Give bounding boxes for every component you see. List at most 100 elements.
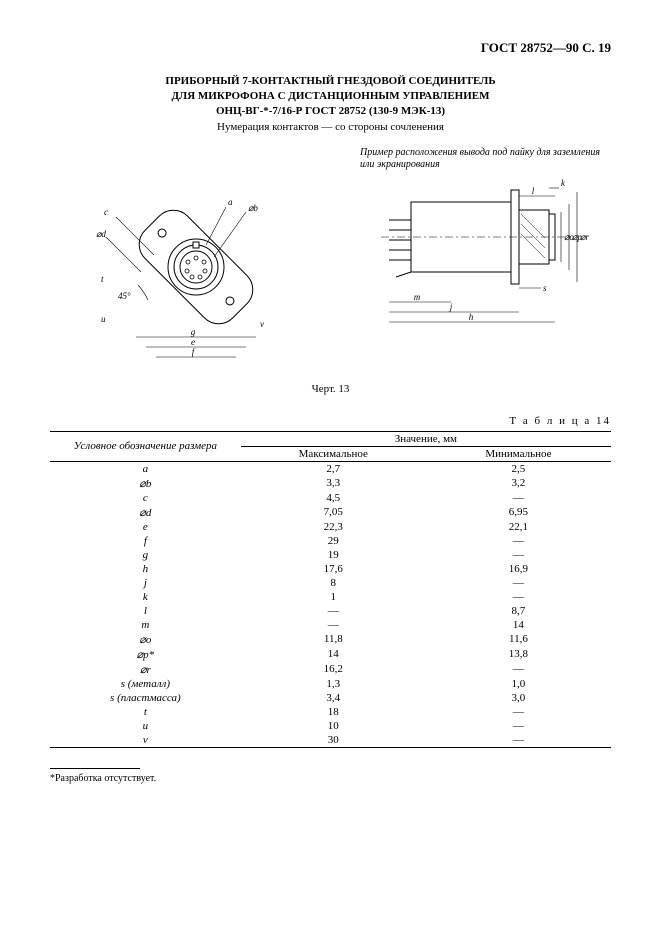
table-row: ⌀o11,811,6: [50, 632, 611, 647]
cell-min: —: [426, 590, 611, 604]
table-row: u10—: [50, 719, 611, 733]
svg-text:e: e: [191, 337, 195, 347]
svg-text:c: c: [104, 207, 108, 217]
cell-symbol: t: [50, 705, 241, 719]
cell-min: 2,5: [426, 461, 611, 476]
table-row: t18—: [50, 705, 611, 719]
svg-text:f: f: [191, 347, 195, 357]
heading: ПРИБОРНЫЙ 7-КОНТАКТНЫЙ ГНЕЗДОВОЙ СОЕДИНИ…: [50, 74, 611, 119]
cell-max: 10: [241, 719, 426, 733]
cell-symbol: v: [50, 733, 241, 748]
cell-min: —: [426, 491, 611, 505]
cell-max: 3,3: [241, 476, 426, 491]
dimensions-table: Условное обозначение размера Значение, м…: [50, 431, 611, 748]
cell-max: —: [241, 618, 426, 632]
cell-max: 17,6: [241, 562, 426, 576]
svg-text:g: g: [190, 327, 195, 337]
footnote-rule: [50, 768, 140, 769]
svg-text:k: k: [561, 178, 566, 188]
cell-max: 1,3: [241, 677, 426, 691]
table-row: ⌀b3,33,2: [50, 476, 611, 491]
technical-drawing: c ⌀d a ⌀b 45° g e f t u v: [71, 147, 591, 372]
svg-text:l: l: [531, 186, 534, 196]
cell-min: 6,95: [426, 505, 611, 520]
svg-text:j: j: [448, 302, 452, 312]
table-row: e22,322,1: [50, 520, 611, 534]
cell-min: 1,0: [426, 677, 611, 691]
cell-max: 16,2: [241, 662, 426, 677]
th-max: Максимальное: [241, 446, 426, 461]
cell-min: 8,7: [426, 604, 611, 618]
svg-text:⌀b: ⌀b: [248, 203, 258, 213]
svg-text:m: m: [413, 292, 420, 302]
heading-line-1: ПРИБОРНЫЙ 7-КОНТАКТНЫЙ ГНЕЗДОВОЙ СОЕДИНИ…: [165, 75, 495, 87]
cell-min: 22,1: [426, 520, 611, 534]
cell-max: 30: [241, 733, 426, 748]
table-row: m—14: [50, 618, 611, 632]
cell-symbol: a: [50, 461, 241, 476]
table-row: a2,72,5: [50, 461, 611, 476]
table-body: a2,72,5⌀b3,33,2c4,5—⌀d7,056,95e22,322,1f…: [50, 461, 611, 747]
table-row: j8—: [50, 576, 611, 590]
cell-min: 14: [426, 618, 611, 632]
cell-max: 22,3: [241, 520, 426, 534]
cell-symbol: ⌀b: [50, 476, 241, 491]
svg-text:u: u: [101, 314, 106, 324]
cell-min: 16,9: [426, 562, 611, 576]
cell-symbol: s (металл): [50, 677, 241, 691]
cell-symbol: ⌀r: [50, 662, 241, 677]
footnote: *Разработка отсутствует.: [50, 773, 611, 784]
cell-symbol: c: [50, 491, 241, 505]
table-row: l—8,7: [50, 604, 611, 618]
figure-label: Черт. 13: [50, 383, 611, 395]
th-symbol: Условное обозначение размера: [50, 431, 241, 461]
doc-id: ГОСТ 28752—90 С. 19: [50, 40, 611, 56]
svg-text:s: s: [543, 283, 547, 293]
svg-text:⌀r: ⌀r: [580, 232, 589, 242]
subtitle: Нумерация контактов — со стороны сочлене…: [50, 121, 611, 133]
table-row: k1—: [50, 590, 611, 604]
table-row: s (пластмасса)3,43,0: [50, 691, 611, 705]
cell-symbol: f: [50, 534, 241, 548]
table-row: c4,5—: [50, 491, 611, 505]
table-row: v30—: [50, 733, 611, 748]
cell-symbol: l: [50, 604, 241, 618]
cell-min: —: [426, 719, 611, 733]
cell-min: —: [426, 576, 611, 590]
table-row: s (металл)1,31,0: [50, 677, 611, 691]
table-row: ⌀d7,056,95: [50, 505, 611, 520]
cell-max: 18: [241, 705, 426, 719]
figure-note: Пример расположения вывода под пайку для…: [360, 147, 610, 172]
cell-symbol: g: [50, 548, 241, 562]
cell-symbol: ⌀o: [50, 632, 241, 647]
cell-max: 19: [241, 548, 426, 562]
cell-symbol: e: [50, 520, 241, 534]
cell-symbol: k: [50, 590, 241, 604]
cell-min: —: [426, 534, 611, 548]
table-row: g19—: [50, 548, 611, 562]
cell-min: —: [426, 705, 611, 719]
figure-area: Пример расположения вывода под пайку для…: [50, 147, 611, 377]
svg-text:h: h: [468, 312, 473, 322]
cell-min: —: [426, 733, 611, 748]
cell-max: 29: [241, 534, 426, 548]
svg-text:t: t: [101, 274, 104, 284]
cell-max: 7,05: [241, 505, 426, 520]
cell-symbol: u: [50, 719, 241, 733]
cell-max: 11,8: [241, 632, 426, 647]
table-row: ⌀r16,2—: [50, 662, 611, 677]
cell-min: —: [426, 548, 611, 562]
cell-symbol: j: [50, 576, 241, 590]
cell-symbol: ⌀d: [50, 505, 241, 520]
table-label: Т а б л и ц а 14: [50, 415, 611, 427]
svg-text:⌀d: ⌀d: [96, 229, 106, 239]
svg-text:v: v: [260, 319, 264, 329]
page: ГОСТ 28752—90 С. 19 ПРИБОРНЫЙ 7-КОНТАКТН…: [0, 0, 661, 936]
cell-max: 3,4: [241, 691, 426, 705]
cell-max: 1: [241, 590, 426, 604]
th-min: Минимальное: [426, 446, 611, 461]
cell-max: 2,7: [241, 461, 426, 476]
cell-symbol: ⌀p*: [50, 647, 241, 662]
cell-min: —: [426, 662, 611, 677]
th-value-group: Значение, мм: [241, 431, 611, 446]
